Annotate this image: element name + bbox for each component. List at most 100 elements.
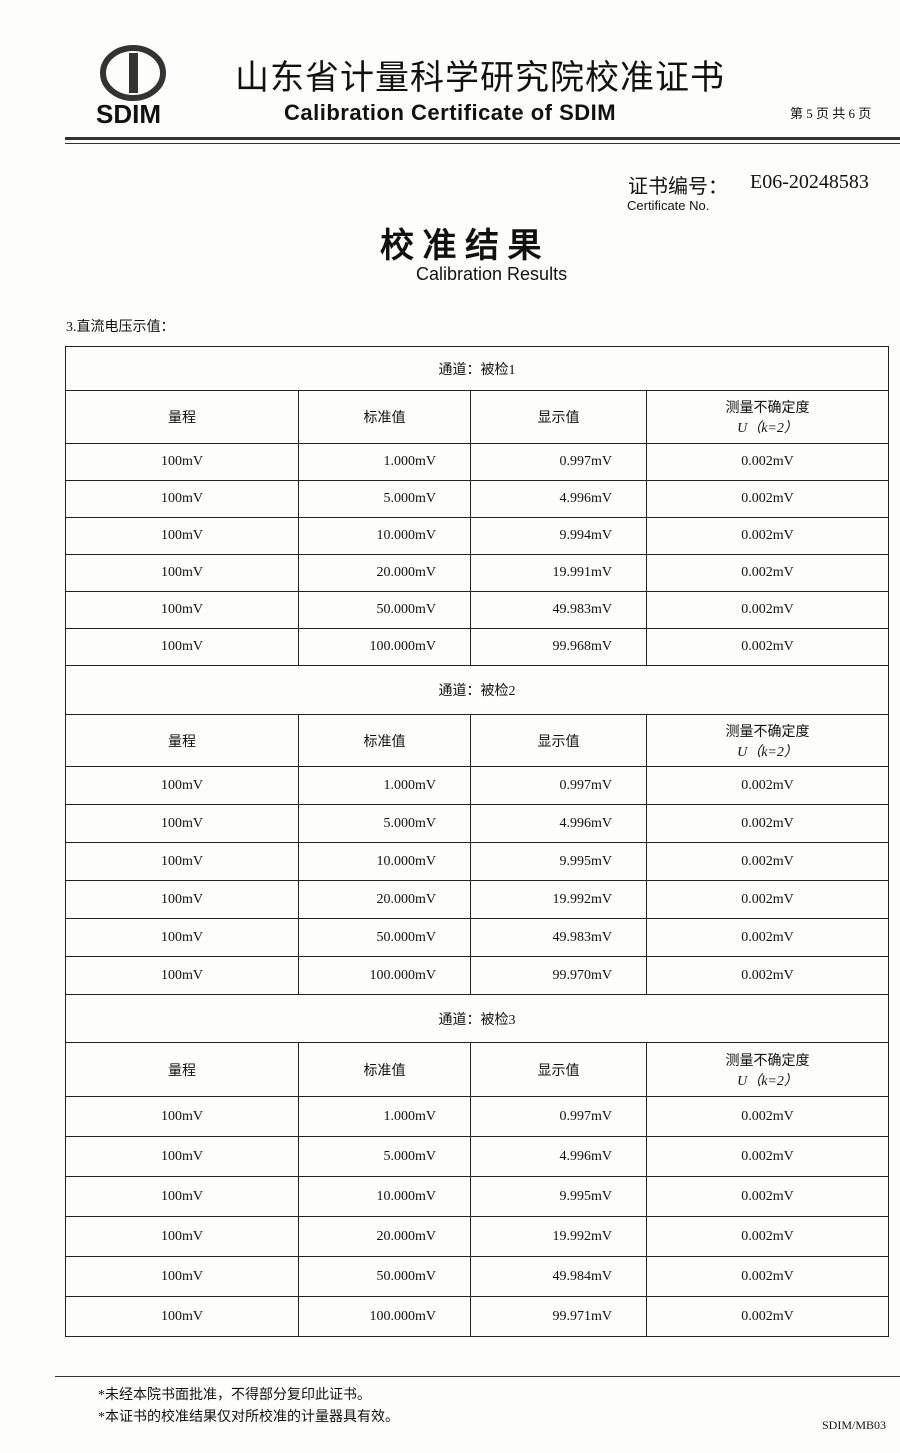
data-cell: 0.002mV: [646, 517, 889, 555]
header-text: 测量不确定度: [725, 724, 810, 740]
header-text: 标准值: [363, 734, 406, 750]
cert-label: 证书编号：: [628, 176, 728, 198]
data-cell: 100mV: [65, 517, 299, 555]
data-cell: 1.000mV: [298, 1096, 471, 1137]
data-row: 100mV 1.000mV 0.997mV 0.002mV: [65, 766, 889, 805]
channel-row: 通道：被检3: [65, 994, 889, 1043]
data-cell: 0.002mV: [646, 804, 889, 843]
data-row: 100mV 50.000mV 49.983mV 0.002mV: [65, 918, 889, 957]
data-row: 100mV 20.000mV 19.991mV 0.002mV: [65, 554, 889, 592]
channel-label: 通道：被检3: [65, 994, 889, 1043]
data-cell: 5.000mV: [298, 804, 471, 843]
data-row: 100mV 10.000mV 9.995mV 0.002mV: [65, 842, 889, 881]
data-cell: 100mV: [65, 554, 299, 592]
data-cell: 10.000mV: [298, 1176, 471, 1217]
data-cell: 100mV: [65, 1256, 299, 1297]
data-row: 100mV 50.000mV 49.984mV 0.002mV: [65, 1256, 889, 1297]
header-row: 量程 标准值 显示值 测量不确定度 U（k=2）: [65, 1042, 889, 1097]
data-cell: 100mV: [65, 1176, 299, 1217]
data-cell: 100.000mV: [298, 956, 471, 995]
data-row: 100mV 1.000mV 0.997mV 0.002mV: [65, 1096, 889, 1137]
cert-label-en: Certificate No.: [627, 198, 710, 213]
header-cell: 显示值: [470, 714, 647, 767]
data-cell: 19.992mV: [470, 1216, 647, 1257]
header-row: 量程 标准值 显示值 测量不确定度 U（k=2）: [65, 714, 889, 767]
data-cell: 49.984mV: [470, 1256, 647, 1297]
data-cell: 100mV: [65, 880, 299, 919]
note: *未经本院书面批准，不得部分复印此证书。: [98, 1388, 371, 1403]
data-cell: 0.002mV: [646, 1176, 889, 1217]
header-text: 量程: [168, 1063, 196, 1079]
data-row: 100mV 20.000mV 19.992mV 0.002mV: [65, 880, 889, 919]
data-cell: 0.002mV: [646, 766, 889, 805]
channel-label: 通道：被检1: [65, 346, 889, 391]
data-row: 100mV 5.000mV 4.996mV 0.002mV: [65, 1136, 889, 1177]
data-cell: 0.002mV: [646, 880, 889, 919]
header-cell: 标准值: [298, 390, 471, 444]
data-cell: 20.000mV: [298, 880, 471, 919]
data-cell: 100mV: [65, 591, 299, 629]
data-cell: 20.000mV: [298, 1216, 471, 1257]
data-cell: 1.000mV: [298, 766, 471, 805]
data-row: 100mV 5.000mV 4.996mV 0.002mV: [65, 804, 889, 843]
data-cell: 5.000mV: [298, 480, 471, 518]
data-cell: 0.002mV: [646, 628, 889, 666]
data-row: 100mV 20.000mV 19.992mV 0.002mV: [65, 1216, 889, 1257]
data-cell: 0.002mV: [646, 842, 889, 881]
data-cell: 50.000mV: [298, 591, 471, 629]
data-cell: 100mV: [65, 1296, 299, 1337]
data-cell: 49.983mV: [470, 591, 647, 629]
data-cell: 99.971mV: [470, 1296, 647, 1337]
data-cell: 20.000mV: [298, 554, 471, 592]
header-text: 显示值: [537, 1063, 580, 1079]
data-cell: 0.002mV: [646, 1256, 889, 1297]
data-row: 100mV 100.000mV 99.968mV 0.002mV: [65, 628, 889, 666]
data-cell: 0.002mV: [646, 1096, 889, 1137]
data-cell: 0.002mV: [646, 480, 889, 518]
header-cell: 标准值: [298, 1042, 471, 1097]
channel-label: 通道：被检2: [65, 665, 889, 715]
section-title: 校 准 结 果: [380, 228, 542, 265]
data-cell: 99.968mV: [470, 628, 647, 666]
data-cell: 100mV: [65, 956, 299, 995]
data-cell: 0.997mV: [470, 766, 647, 805]
channel-row: 通道：被检1: [65, 346, 889, 391]
item-title: 3.直流电压示值：: [66, 320, 175, 335]
cert-number: E06-20248583: [750, 171, 869, 193]
results-table: 通道：被检1 量程 标准值 显示值 测量不确定度 U（k=2） 100mV 1.000mV 0.…: [65, 346, 889, 1337]
data-cell: 100mV: [65, 443, 299, 481]
data-cell: 100mV: [65, 628, 299, 666]
header-text: 测量不确定度: [725, 1053, 810, 1069]
header-subtext: U（k=2）: [737, 1073, 798, 1089]
data-cell: 9.995mV: [470, 1176, 647, 1217]
data-row: 100mV 100.000mV 99.970mV 0.002mV: [65, 956, 889, 995]
header-cell: 量程: [65, 1042, 299, 1097]
data-cell: 100mV: [65, 842, 299, 881]
data-cell: 9.995mV: [470, 842, 647, 881]
data-row: 100mV 100.000mV 99.971mV 0.002mV: [65, 1296, 889, 1337]
header-text: 显示值: [537, 411, 580, 426]
data-cell: 50.000mV: [298, 1256, 471, 1297]
data-cell: 0.002mV: [646, 1216, 889, 1257]
rule: [55, 1376, 900, 1377]
header-subtext: U（k=2）: [737, 421, 798, 436]
header-subtext: U（k=2）: [737, 744, 798, 760]
data-cell: 100mV: [65, 804, 299, 843]
data-cell: 100.000mV: [298, 628, 471, 666]
data-cell: 19.991mV: [470, 554, 647, 592]
data-cell: 50.000mV: [298, 918, 471, 957]
header-text: 量程: [168, 411, 196, 426]
logo: [100, 45, 166, 101]
header-text: 标准值: [363, 411, 406, 426]
data-cell: 0.997mV: [470, 1096, 647, 1137]
header-cell: 标准值: [298, 714, 471, 767]
data-cell: 0.002mV: [646, 1136, 889, 1177]
title-cn: 山东省计量科学研究院校准证书: [235, 60, 725, 97]
note: *本证书的校准结果仅对所校准的计量器具有效。: [98, 1410, 399, 1425]
data-cell: 4.996mV: [470, 804, 647, 843]
data-cell: 0.997mV: [470, 443, 647, 481]
data-cell: 5.000mV: [298, 1136, 471, 1177]
data-cell: 0.002mV: [646, 956, 889, 995]
data-cell: 1.000mV: [298, 443, 471, 481]
